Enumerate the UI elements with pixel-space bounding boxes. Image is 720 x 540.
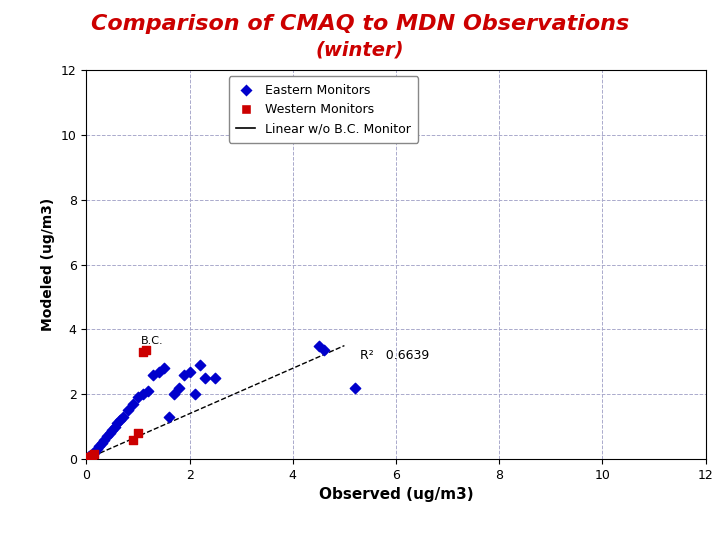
Point: [313, 341, 325, 350]
Point: [174, 383, 185, 392]
Point: [168, 390, 180, 399]
Point: [96, 438, 108, 447]
Point: [109, 422, 120, 431]
Point: [153, 367, 164, 376]
Text: (winter): (winter): [316, 40, 404, 59]
Point: [140, 346, 151, 355]
Text: B.C.: B.C.: [140, 336, 163, 346]
Point: [84, 451, 95, 460]
Point: [104, 429, 115, 437]
Point: [107, 426, 118, 434]
Point: [158, 364, 170, 373]
Point: [138, 390, 149, 399]
Point: [184, 367, 195, 376]
Point: [99, 435, 110, 444]
Point: [132, 429, 144, 437]
Text: R²   0.6639: R² 0.6639: [360, 348, 429, 362]
Point: [86, 451, 97, 460]
Point: [138, 348, 149, 356]
Point: [86, 450, 97, 458]
Point: [91, 445, 102, 454]
Point: [189, 390, 200, 399]
Text: Comparison of CMAQ to MDN Observations: Comparison of CMAQ to MDN Observations: [91, 14, 629, 33]
Point: [89, 448, 100, 457]
Point: [132, 393, 144, 402]
Legend: Eastern Monitors, Western Monitors, Linear w/o B.C. Monitor: Eastern Monitors, Western Monitors, Line…: [229, 77, 418, 143]
Point: [112, 419, 123, 428]
Point: [349, 383, 361, 392]
Point: [194, 361, 206, 369]
Point: [114, 416, 126, 424]
Y-axis label: Modeled (ug/m3): Modeled (ug/m3): [41, 198, 55, 331]
Point: [210, 374, 221, 382]
Point: [163, 413, 175, 421]
Point: [94, 442, 105, 450]
Point: [143, 387, 154, 395]
Point: [179, 370, 190, 379]
Point: [122, 406, 133, 415]
Point: [127, 435, 139, 444]
Point: [117, 413, 128, 421]
Text: RESEARCH & DEVELOPMENT: RESEARCH & DEVELOPMENT: [271, 502, 449, 512]
Text: Building a scientific foundation for sound environmental decisions: Building a scientific foundation for sou…: [199, 522, 521, 532]
Point: [199, 374, 211, 382]
Point: [318, 346, 330, 355]
Point: [148, 370, 159, 379]
Point: [127, 400, 139, 408]
Point: [102, 432, 113, 441]
Point: [84, 453, 95, 462]
Point: [89, 450, 100, 458]
X-axis label: Observed (ug/m3): Observed (ug/m3): [319, 487, 473, 502]
